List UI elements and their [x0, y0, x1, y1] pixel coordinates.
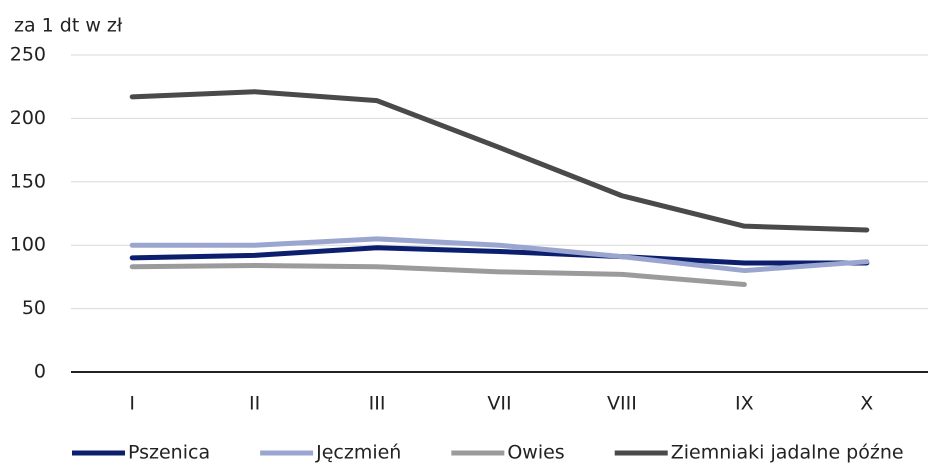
x-tick-label: VII: [487, 393, 511, 415]
x-tick-label: II: [249, 393, 260, 415]
y-tick-label: 0: [34, 361, 46, 383]
series-line: [129, 262, 747, 288]
x-tick-label: I: [129, 393, 135, 415]
series-line: [129, 89, 870, 233]
x-tick-label: III: [369, 393, 386, 415]
series-line: [129, 245, 870, 266]
x-tick-label: IX: [735, 393, 754, 415]
x-tick-label: X: [860, 393, 873, 415]
legend-label: Ziemniaki jadalne późne: [671, 442, 904, 464]
y-tick-label: 50: [22, 297, 46, 319]
x-tick-label: VIII: [607, 393, 637, 415]
legend-label: Jęczmień: [315, 442, 401, 464]
legend-label: Pszenica: [128, 442, 210, 464]
legend-label: Owies: [507, 442, 564, 464]
y-tick-label: 100: [10, 234, 46, 256]
y-axis-label: za 1 dt w zł: [14, 15, 123, 37]
y-tick-label: 200: [10, 107, 46, 129]
y-tick-label: 150: [10, 170, 46, 192]
y-tick-label: 250: [10, 44, 46, 66]
series-line: [129, 236, 870, 274]
